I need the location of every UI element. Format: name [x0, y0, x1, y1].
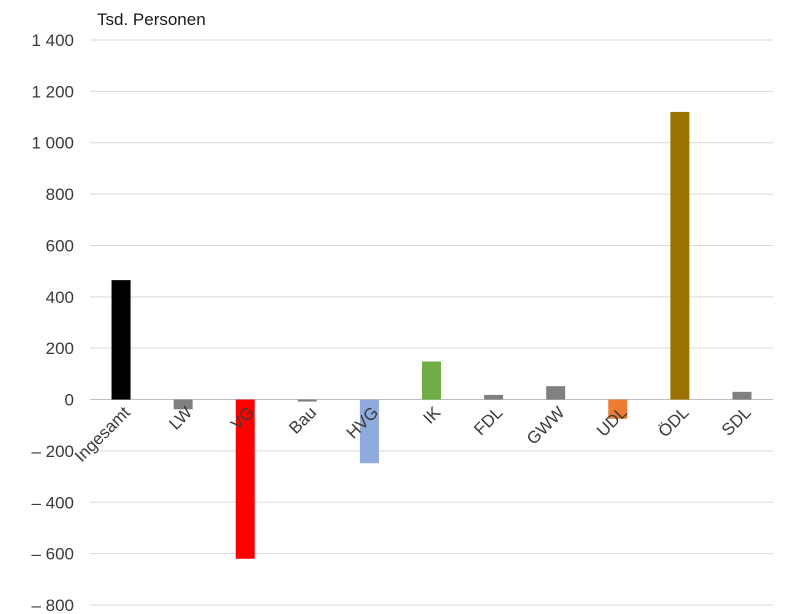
- x-category-label: IK: [420, 402, 445, 427]
- bar-udl: [608, 399, 628, 419]
- y-tick-label: 1 200: [31, 82, 74, 101]
- bar-ik: [422, 361, 441, 400]
- bar-ingesamt: [111, 280, 131, 400]
- y-tick-label: 1 400: [31, 31, 74, 50]
- x-category-label: GWW: [523, 403, 568, 448]
- y-tick-label: 200: [46, 339, 74, 358]
- y-axis-unit-label: Tsd. Personen: [97, 10, 206, 29]
- y-axis-tick-labels: 1 400 1 200 1 000 800 600 400 200 0 – 200 – 400 – …: [31, 31, 74, 614]
- gridlines: [90, 39, 773, 606]
- y-tick-label: – 800: [31, 596, 74, 614]
- y-tick-label: 800: [46, 185, 74, 204]
- y-tick-label: 600: [46, 236, 74, 255]
- y-tick-label: 0: [65, 391, 74, 410]
- y-tick-label: 400: [46, 288, 74, 307]
- x-category-label: Ingesamt: [71, 403, 134, 466]
- bars: [111, 111, 752, 559]
- bar-lw: [173, 399, 193, 410]
- y-tick-label: 1 000: [31, 134, 74, 153]
- x-axis-category-labels: Ingesamt LW VG Bau HVG IK FDL GWW UDL ÖDL SDL: [71, 402, 755, 465]
- x-category-label: ÖDL: [655, 403, 693, 441]
- y-tick-label: – 400: [31, 493, 74, 512]
- bar-gww: [546, 386, 566, 400]
- bar-fdl: [484, 394, 504, 400]
- x-category-label: SDL: [718, 403, 755, 440]
- y-tick-label: – 600: [31, 545, 74, 564]
- y-tick-label: – 200: [31, 442, 74, 461]
- x-category-label: Bau: [285, 403, 320, 438]
- x-category-label: FDL: [470, 403, 506, 439]
- bar-hvg: [359, 399, 379, 464]
- bar-sdl: [732, 391, 752, 400]
- bar-vg: [235, 399, 255, 559]
- bar-bau: [297, 399, 317, 402]
- bar-ödl: [670, 111, 690, 400]
